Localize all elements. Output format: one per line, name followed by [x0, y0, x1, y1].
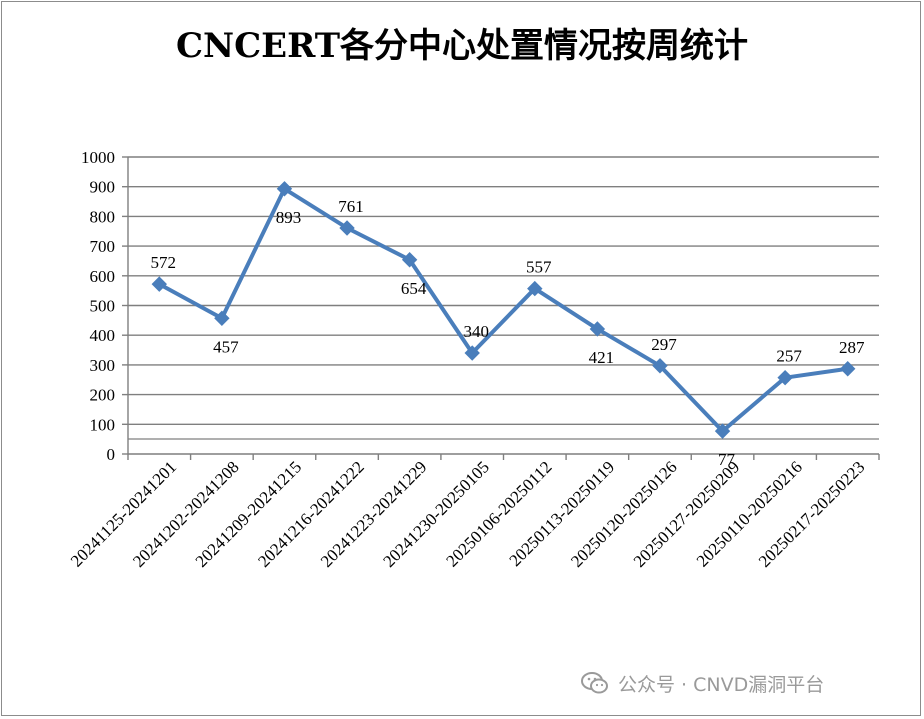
data-label: 761	[338, 197, 364, 216]
y-axis-ticks: 0 100 200 300 400 500 600 700 800 900 1000	[81, 148, 115, 464]
data-point	[589, 321, 606, 337]
y-tick-label: 700	[90, 237, 116, 256]
x-axis-ticks: 20241125-2024120120241202-20241208202412…	[67, 457, 869, 571]
watermark: 公众号 · CNVD漏洞平台	[580, 668, 824, 698]
x-tick-label: 20241209-20241215	[192, 457, 306, 571]
data-label: 457	[213, 337, 239, 356]
y-tick-label: 600	[90, 267, 116, 286]
x-tick-label: 20250120-20250126	[567, 457, 681, 571]
data-point	[214, 310, 230, 326]
data-label: 421	[589, 348, 615, 367]
y-tick-label: 1000	[81, 148, 115, 167]
data-labels: 572 457 893 761 654 340 557 421 297 77 257 287	[151, 197, 865, 469]
y-tick-label: 300	[90, 356, 116, 375]
data-point	[464, 345, 480, 361]
wechat-icon	[581, 672, 608, 694]
watermark-text: 公众号 · CNVD漏洞平台	[618, 673, 825, 696]
data-point	[339, 220, 355, 236]
x-tick-label: 20250217-20250223	[755, 457, 869, 571]
data-label: 257	[776, 347, 802, 366]
y-tick-label: 200	[90, 386, 116, 405]
data-point	[777, 369, 793, 386]
x-tick-label: 20250127-20250209	[630, 457, 744, 571]
data-label: 77	[718, 450, 736, 469]
y-tick-label: 800	[90, 207, 116, 226]
data-point	[151, 276, 167, 292]
data-label: 297	[651, 335, 677, 354]
y-tick-label: 400	[90, 326, 116, 345]
data-point	[527, 280, 543, 297]
gridlines	[122, 156, 880, 460]
x-tick-label: 20250110-20250216	[693, 457, 806, 570]
data-label: 572	[151, 253, 177, 272]
x-tick-label: 20241216-20241222	[254, 457, 368, 571]
y-tick-label: 0	[107, 445, 116, 464]
y-tick-label: 100	[90, 415, 116, 434]
series-line	[151, 181, 856, 439]
data-label: 654	[401, 279, 427, 298]
x-tick-label: 20241202-20241208	[129, 457, 243, 571]
data-point	[401, 252, 418, 268]
data-label: 557	[526, 258, 552, 277]
data-label: 287	[839, 338, 865, 357]
chart-title: CNCERT各分中心处置情况按周统计	[175, 26, 749, 66]
data-label: 893	[276, 208, 302, 227]
data-point	[714, 423, 731, 439]
series-line-path	[158, 186, 848, 434]
x-tick-label: 20250106-20250112	[442, 457, 555, 570]
data-label: 340	[463, 322, 489, 341]
data-point	[276, 181, 293, 197]
x-tick-label: 20250113-20250119	[505, 457, 618, 570]
data-point	[840, 361, 856, 377]
x-tick-label: 20241230-20250105	[379, 457, 493, 571]
y-tick-label: 900	[90, 178, 116, 197]
x-tick-label: 20241223-20241229	[317, 457, 431, 571]
data-point	[652, 358, 668, 374]
y-tick-label: 500	[90, 297, 116, 316]
x-tick-label: 20241125-20241201	[67, 457, 180, 570]
